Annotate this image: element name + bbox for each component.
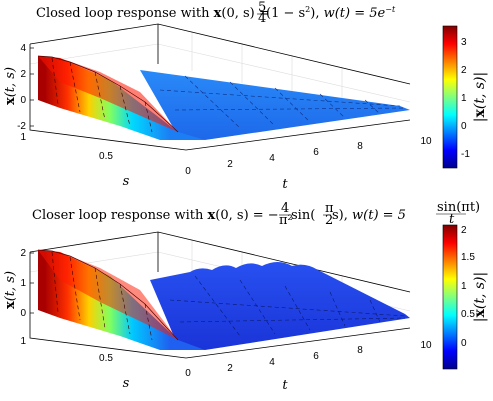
chart-1-colorbar-tick-label: 2 (461, 65, 467, 76)
chart-2-colorbar-tick-label: 1.5 (461, 252, 475, 263)
chart-2-t-tick-label: 10 (420, 340, 432, 351)
chart-1-colorbar (442, 25, 458, 169)
chart-1-t-tick-label: 6 (313, 147, 319, 158)
chart-1-s-tick-label: 0.5 (99, 151, 113, 162)
chart-2-title-frac-num: 4 (281, 201, 289, 216)
chart-2-title: Closer loop response with x(0, s) = − (32, 208, 279, 223)
chart-1-colorbar-tick-label: -1 (461, 149, 470, 160)
chart-2-title-arg-num: π (325, 201, 334, 216)
chart-2-colorbar-tick-label: 0 (461, 338, 467, 349)
chart-2-surface-top (38, 250, 178, 340)
chart-1-t-tick-label: 10 (420, 136, 432, 147)
chart-1-t-axis-label: t (282, 177, 288, 192)
chart-1-z-axis-label: x(t, s) (3, 67, 18, 105)
chart-2-colorbar (442, 224, 458, 370)
chart-2-surface-mesh (51, 251, 153, 341)
chart-2-plane-mesh (169, 275, 406, 337)
chart-1-axes-box (29, 44, 411, 151)
chart-2-colorbar-ticks: 2 1.5 1 0.5 0 (461, 225, 475, 349)
chart-2-title-w-den: t (449, 212, 455, 227)
chart-1-z-ticks: 4 2 0 -2 (17, 43, 34, 132)
chart-1-plane-mesh (159, 75, 406, 129)
chart-2-title-sin: sin( (291, 208, 315, 223)
chart-2-title-frac-den: π² (279, 213, 293, 228)
chart-1-colorbar-label: |x(t, s)| (472, 72, 488, 122)
chart-1-title-frac-num: 5 (258, 0, 266, 15)
chart-2-colorbar-tick-label: 0.5 (461, 309, 475, 320)
chart-1-t-ticks: 2 4 6 8 10 (227, 136, 432, 170)
chart-1-z-tick-label: 4 (20, 43, 26, 54)
chart-1-colorbar-ticks: 3 2 1 0 -1 (461, 37, 470, 160)
chart-2-colorbar-tick-label: 2 (461, 225, 467, 236)
chart-2-colorbar-tick-label: 1 (461, 281, 467, 292)
chart-1-surface-edge (37, 55, 179, 133)
chart-2-flat-plane (150, 262, 410, 350)
chart-1-title-frac-den: 4 (258, 11, 266, 26)
chart-1-colorbar-tick-label: 0 (461, 121, 467, 132)
chart-2-z-ticks: 2 1 0 (20, 248, 34, 319)
chart-1-s-axis-label: s (123, 174, 130, 189)
panel-1: Closed loop response with x(0, s) = 5 4 … (3, 0, 488, 192)
chart-1-t-tick-label: 2 (227, 159, 233, 170)
chart-2-t-tick-label: 6 (313, 351, 319, 362)
chart-2-s-tick-label: 1 (20, 336, 26, 347)
chart-1-flat-plane (140, 70, 410, 140)
chart-2-t-tick-label: 2 (227, 363, 233, 374)
chart-2-t-tick-label: 8 (357, 345, 363, 356)
chart-1-s-tick-label: 0 (185, 166, 191, 177)
chart-2-z-axis-label: x(t, s) (3, 271, 18, 309)
chart-2-t-ticks: 2 4 6 8 10 (227, 340, 432, 374)
chart-1-title-rest: (1 − s2), w(t) = 5e−t (266, 5, 396, 21)
chart-1-title: Closed loop response with x(0, s) = (36, 6, 270, 21)
chart-1-surface-mesh (51, 57, 153, 133)
chart-2-title-w-num: sin(πt) (437, 200, 480, 215)
chart-1-z-tick-label: 0 (20, 95, 26, 106)
chart-2-title-arg-den: 2 (325, 213, 333, 228)
chart-1-z-tick-label: -2 (17, 121, 26, 132)
chart-1-t-tick-label: 4 (269, 153, 275, 164)
chart-2-s-ticks: 1 0.5 0 (20, 336, 191, 379)
chart-2-axes-box (29, 252, 411, 359)
chart-2-s-axis-label: s (123, 376, 130, 391)
chart-1-s-ticks: 1 0.5 0 (20, 132, 191, 177)
chart-2-z-tick-label: 1 (20, 278, 26, 289)
chart-1-colorbar-tick-label: 3 (461, 37, 467, 48)
chart-1-colorbar-tick-label: 1 (461, 93, 467, 104)
chart-1-surface-top (38, 56, 178, 132)
chart-1-z-tick-label: 2 (20, 69, 26, 80)
chart-2-surface-edge (37, 249, 179, 341)
panel-2: Closer loop response with x(0, s) = − 4 … (3, 200, 488, 393)
chart-2-s-tick-label: 0 (185, 368, 191, 379)
chart-2-z-tick-label: 0 (20, 308, 26, 319)
chart-2-t-tick-label: 4 (269, 357, 275, 368)
chart-2-t-axis-label: t (282, 378, 288, 393)
chart-2-title-rest: s), w(t) = 5 (332, 208, 406, 223)
chart-1-s-tick-label: 1 (20, 132, 26, 143)
chart-2-s-tick-label: 0.5 (99, 353, 113, 364)
chart-1-t-tick-label: 8 (357, 141, 363, 152)
chart-2-z-tick-label: 2 (20, 248, 26, 259)
chart-2-colorbar-label: |x(t, s)| (472, 272, 488, 322)
